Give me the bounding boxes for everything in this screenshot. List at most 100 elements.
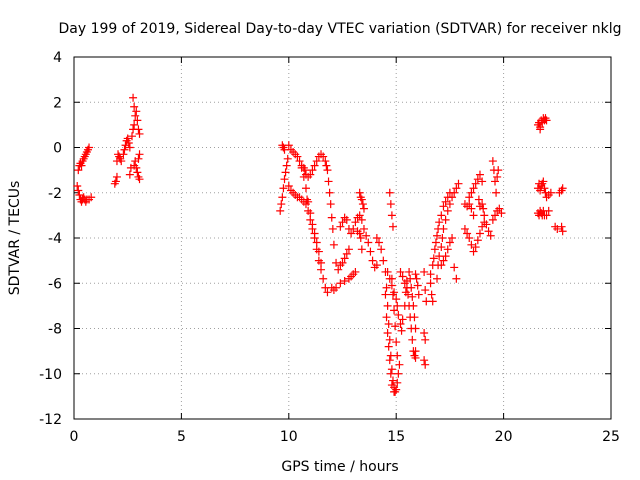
data-point bbox=[467, 188, 476, 197]
data-point bbox=[355, 188, 364, 197]
data-point bbox=[473, 236, 482, 245]
data-point bbox=[385, 188, 394, 197]
data-point bbox=[421, 286, 430, 295]
data-point bbox=[407, 283, 416, 292]
data-point bbox=[328, 224, 337, 233]
data-point bbox=[342, 249, 351, 258]
data-point bbox=[383, 301, 392, 310]
data-point bbox=[347, 229, 356, 238]
data-point bbox=[332, 283, 341, 292]
data-point bbox=[411, 324, 420, 333]
data-point bbox=[411, 270, 420, 279]
data-point bbox=[314, 247, 323, 256]
data-point bbox=[377, 245, 386, 254]
data-point bbox=[429, 254, 438, 263]
data-point bbox=[460, 224, 469, 233]
data-point bbox=[277, 200, 286, 209]
data-point bbox=[387, 365, 396, 374]
data-point bbox=[544, 206, 553, 215]
data-point bbox=[435, 218, 444, 227]
data-point bbox=[312, 157, 321, 166]
data-point bbox=[304, 197, 313, 206]
data-point bbox=[546, 188, 555, 197]
y-tick-label: 2 bbox=[53, 95, 62, 111]
data-point bbox=[480, 211, 489, 220]
data-point bbox=[349, 224, 358, 233]
x-tick-label: 10 bbox=[280, 429, 298, 445]
data-point bbox=[484, 227, 493, 236]
data-point bbox=[441, 252, 450, 261]
data-point bbox=[334, 265, 343, 274]
data-point bbox=[344, 245, 353, 254]
data-point bbox=[120, 145, 129, 154]
data-point bbox=[310, 229, 319, 238]
data-point bbox=[465, 193, 474, 202]
data-point bbox=[134, 154, 143, 163]
data-point bbox=[445, 188, 454, 197]
data-point bbox=[445, 238, 454, 247]
data-point bbox=[438, 234, 447, 242]
data-point bbox=[351, 218, 360, 227]
data-point bbox=[437, 261, 446, 270]
data-point bbox=[135, 175, 144, 184]
data-point bbox=[488, 157, 497, 166]
data-point bbox=[123, 134, 132, 143]
data-point bbox=[323, 166, 332, 175]
data-point bbox=[398, 272, 407, 281]
data-point bbox=[393, 351, 402, 360]
x-tick-label: 5 bbox=[177, 429, 186, 445]
data-point bbox=[74, 186, 83, 195]
x-tick-label: 25 bbox=[602, 429, 620, 445]
data-point bbox=[321, 157, 330, 166]
data-point bbox=[134, 125, 143, 134]
data-point bbox=[390, 288, 399, 297]
data-point bbox=[340, 254, 349, 263]
data-point bbox=[433, 231, 442, 240]
data-point bbox=[441, 215, 450, 224]
data-point bbox=[131, 111, 140, 120]
data-point bbox=[384, 342, 393, 351]
data-point bbox=[74, 166, 83, 175]
data-point bbox=[338, 218, 347, 227]
data-point bbox=[408, 292, 417, 301]
data-point bbox=[342, 215, 351, 224]
data-point bbox=[450, 263, 459, 272]
data-point bbox=[473, 175, 482, 184]
data-point bbox=[381, 290, 390, 299]
data-point bbox=[386, 200, 395, 209]
data-point bbox=[384, 319, 393, 328]
data-point bbox=[540, 184, 549, 193]
data-point bbox=[493, 172, 502, 181]
data-point bbox=[421, 360, 430, 369]
y-tick-label: -8 bbox=[48, 322, 62, 338]
data-points bbox=[73, 93, 567, 396]
data-point bbox=[479, 204, 488, 213]
data-point bbox=[293, 152, 302, 161]
data-point bbox=[478, 222, 487, 231]
data-point bbox=[542, 116, 551, 125]
data-point bbox=[492, 188, 501, 197]
data-point bbox=[322, 161, 331, 170]
data-point bbox=[426, 279, 435, 288]
data-point bbox=[387, 211, 396, 220]
data-point bbox=[312, 238, 321, 247]
data-point bbox=[553, 224, 562, 233]
y-tick-label: -12 bbox=[39, 412, 62, 428]
data-point bbox=[478, 200, 487, 209]
data-point bbox=[372, 261, 381, 270]
data-point bbox=[469, 184, 478, 193]
x-tick-label: 15 bbox=[387, 429, 405, 445]
data-point bbox=[398, 315, 407, 324]
data-point bbox=[391, 322, 400, 331]
data-point bbox=[439, 256, 448, 265]
data-point bbox=[385, 335, 394, 344]
data-point bbox=[135, 150, 144, 159]
data-point bbox=[112, 172, 121, 181]
data-point bbox=[536, 125, 545, 134]
data-point bbox=[133, 116, 142, 125]
data-point bbox=[486, 231, 495, 240]
data-point bbox=[431, 238, 440, 247]
data-point bbox=[488, 215, 497, 224]
data-point bbox=[283, 154, 292, 163]
